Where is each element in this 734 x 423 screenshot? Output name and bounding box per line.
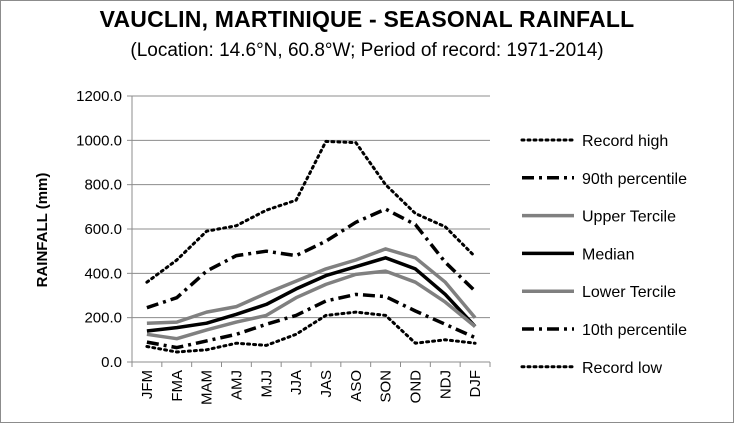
x-tick-label: MAM — [199, 370, 216, 405]
series-lines — [145, 139, 477, 354]
grid-lines — [132, 95, 490, 319]
x-tick-label: JJA — [288, 370, 305, 395]
x-tick-label: ASO — [348, 370, 365, 402]
y-tick-label: 1200.0 — [76, 88, 122, 105]
x-tick-labels: JFM FMA MAM AMJ MJJ JJA JAS ASO SON OND NDJ DJF — [139, 370, 484, 405]
y-tick-label: 600.0 — [84, 221, 122, 238]
legend-label: Record low — [582, 360, 662, 377]
legend: Record high 90th percentile Upper Tercile M… — [520, 133, 687, 377]
series-line — [145, 310, 477, 354]
legend-label: 90th percentile — [582, 171, 687, 188]
x-tick-label: FMA — [169, 370, 186, 402]
y-tick-label: 200.0 — [84, 310, 122, 327]
x-tick-label: NDJ — [437, 370, 454, 399]
series-line — [146, 256, 477, 333]
chart-subtitle: (Location: 14.6°N, 60.8°W; Period of rec… — [130, 40, 604, 61]
x-tick-label: JAS — [318, 370, 335, 398]
series-line — [145, 139, 477, 284]
y-tick-label: 800.0 — [84, 177, 122, 194]
series-line — [146, 247, 477, 325]
x-tick-label: SON — [378, 370, 395, 403]
legend-label: Record high — [582, 133, 668, 150]
series-line — [146, 269, 477, 341]
x-tick-label: OND — [407, 370, 424, 404]
y-tick-label: 0.0 — [101, 354, 122, 371]
y-tick-labels: 0.0 200.0 400.0 600.0 800.0 1000.0 1200.0 — [76, 88, 122, 371]
legend-label: 10th percentile — [582, 322, 687, 339]
legend-label: Lower Tercile — [582, 284, 676, 301]
x-tick-label: JFM — [139, 370, 156, 399]
x-tick-label: MJJ — [258, 370, 275, 398]
axes — [127, 95, 491, 367]
y-tick-label: 400.0 — [84, 265, 122, 282]
legend-label: Upper Tercile — [582, 209, 676, 226]
x-tick-label: DJF — [467, 370, 484, 398]
y-tick-label: 1000.0 — [76, 132, 122, 149]
series-line — [146, 207, 477, 310]
x-tick-label: AMJ — [228, 370, 245, 400]
series-line — [146, 292, 476, 350]
legend-label: Median — [582, 246, 634, 263]
y-axis-label: RAINFALL (mm) — [34, 173, 51, 288]
chart-title: VAUCLIN, MARTINIQUE - SEASONAL RAINFALL — [99, 6, 635, 32]
